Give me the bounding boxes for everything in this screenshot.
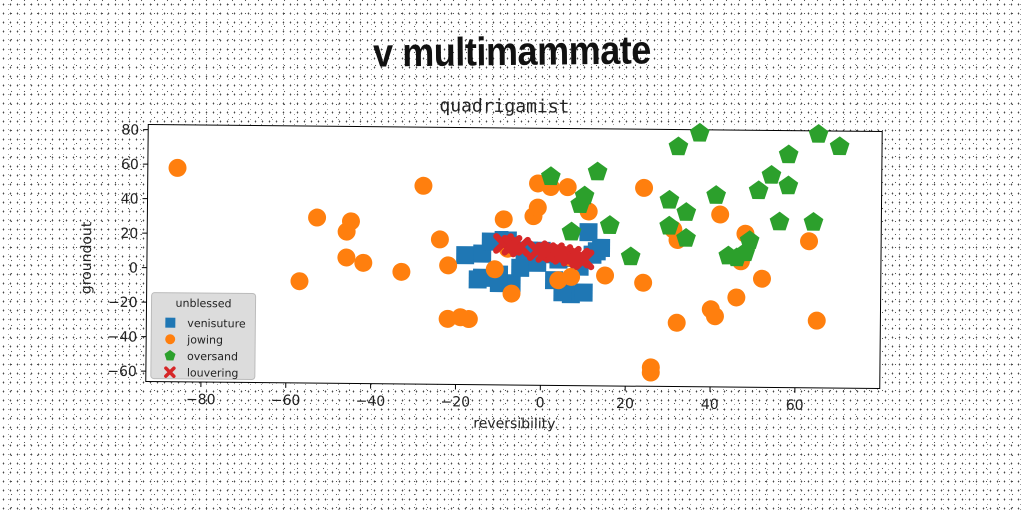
data-point-jowing bbox=[459, 310, 478, 329]
data-point-jowing bbox=[667, 313, 686, 332]
data-point-jowing bbox=[528, 198, 547, 217]
data-point-jowing bbox=[807, 311, 826, 330]
legend-label-oversand: oversand bbox=[187, 350, 238, 363]
data-point-oversand bbox=[739, 230, 760, 250]
data-point-jowing bbox=[634, 273, 653, 292]
data-point-jowing bbox=[635, 178, 654, 197]
data-point-oversand bbox=[769, 211, 790, 231]
x-tick-label: −20 bbox=[440, 394, 470, 410]
data-point-oversand bbox=[803, 211, 824, 231]
data-point-oversand bbox=[659, 189, 680, 209]
y-tick-label: 0 bbox=[129, 260, 138, 276]
data-point-louvering bbox=[501, 234, 523, 256]
data-point-oversand bbox=[561, 221, 582, 241]
data-point-jowing bbox=[494, 210, 513, 229]
x-tick-label: −80 bbox=[186, 392, 216, 408]
data-point-louvering bbox=[569, 247, 591, 269]
data-point-jowing bbox=[414, 176, 433, 195]
legend-label-venisuture: venisuture bbox=[187, 317, 246, 331]
data-point-jowing bbox=[502, 284, 521, 303]
y-tick-label: 80 bbox=[121, 122, 139, 138]
legend-marker-louvering bbox=[164, 366, 176, 379]
legend-marker-oversand bbox=[164, 350, 176, 361]
data-point-jowing bbox=[549, 271, 568, 290]
data-point-jowing bbox=[596, 266, 615, 285]
y-tick-label: 20 bbox=[120, 226, 138, 242]
data-point-jowing bbox=[168, 158, 187, 177]
data-point-jowing bbox=[558, 178, 577, 197]
data-point-jowing bbox=[354, 253, 373, 272]
legend-label-jowing: jowing bbox=[186, 333, 223, 346]
data-point-oversand bbox=[668, 136, 689, 156]
x-tick-label: −60 bbox=[271, 393, 301, 409]
x-tick-label: 40 bbox=[701, 397, 719, 413]
data-point-oversand bbox=[620, 246, 641, 266]
data-point-oversand bbox=[778, 144, 799, 164]
data-point-oversand bbox=[676, 202, 697, 221]
x-tick-label: 0 bbox=[536, 395, 545, 411]
legend-label-louvering: louvering bbox=[187, 366, 239, 379]
data-point-oversand bbox=[540, 166, 561, 186]
x-tick-label: 60 bbox=[786, 398, 804, 414]
data-point-jowing bbox=[705, 307, 724, 326]
data-point-oversand bbox=[587, 161, 608, 181]
data-point-oversand bbox=[676, 227, 696, 247]
y-tick-label: −20 bbox=[108, 295, 138, 311]
data-point-jowing bbox=[641, 363, 660, 382]
data-point-oversand bbox=[761, 164, 782, 184]
data-point-oversand bbox=[574, 185, 595, 205]
data-point-oversand bbox=[706, 185, 727, 204]
y-tick-label: −40 bbox=[108, 329, 138, 345]
legend-box bbox=[150, 292, 257, 381]
data-point-venisuture bbox=[579, 223, 598, 242]
data-point-venisuture bbox=[511, 258, 530, 277]
y-tick-label: 40 bbox=[121, 191, 139, 207]
data-point-venisuture bbox=[574, 283, 593, 302]
y-axis-label: groundout bbox=[79, 221, 96, 294]
data-point-jowing bbox=[439, 256, 458, 275]
x-tick-label: 20 bbox=[616, 396, 634, 412]
data-point-venisuture bbox=[456, 246, 475, 265]
data-point-louvering bbox=[535, 242, 557, 263]
data-point-jowing bbox=[485, 260, 504, 279]
data-point-oversand bbox=[748, 180, 769, 200]
series-oversand bbox=[540, 122, 850, 267]
series-louvering bbox=[493, 233, 595, 271]
data-point-jowing bbox=[341, 212, 360, 231]
data-point-jowing bbox=[752, 269, 771, 288]
data-point-venisuture bbox=[489, 274, 508, 293]
data-point-jowing bbox=[337, 248, 356, 267]
y-tick-label: 60 bbox=[121, 157, 139, 173]
legend-title: unblessed bbox=[175, 297, 231, 311]
legend: unblessed venisuture jowing oversand louveri… bbox=[150, 292, 257, 381]
legend-marker-venisuture bbox=[165, 317, 176, 328]
data-point-jowing bbox=[711, 205, 730, 224]
data-point-jowing bbox=[392, 262, 411, 281]
data-point-oversand bbox=[599, 215, 620, 234]
data-point-oversand bbox=[778, 175, 799, 195]
x-tick-label: −40 bbox=[356, 394, 386, 410]
data-point-venisuture bbox=[468, 270, 487, 289]
x-axis-label: reversibility bbox=[473, 416, 555, 433]
data-point-oversand bbox=[829, 136, 850, 156]
data-point-oversand bbox=[808, 124, 829, 143]
data-point-jowing bbox=[430, 230, 449, 249]
y-tick-label: −60 bbox=[107, 364, 137, 380]
chart-title: quadrigamist bbox=[439, 95, 569, 117]
data-point-oversand bbox=[689, 122, 710, 142]
data-point-jowing bbox=[727, 288, 746, 307]
data-point-jowing bbox=[308, 208, 327, 227]
data-point-jowing bbox=[290, 272, 309, 291]
data-point-jowing bbox=[800, 232, 819, 251]
data-point-venisuture bbox=[591, 238, 611, 257]
legend-marker-jowing bbox=[165, 334, 176, 345]
data-point-louvering bbox=[552, 243, 574, 265]
data-point-oversand bbox=[659, 215, 680, 235]
